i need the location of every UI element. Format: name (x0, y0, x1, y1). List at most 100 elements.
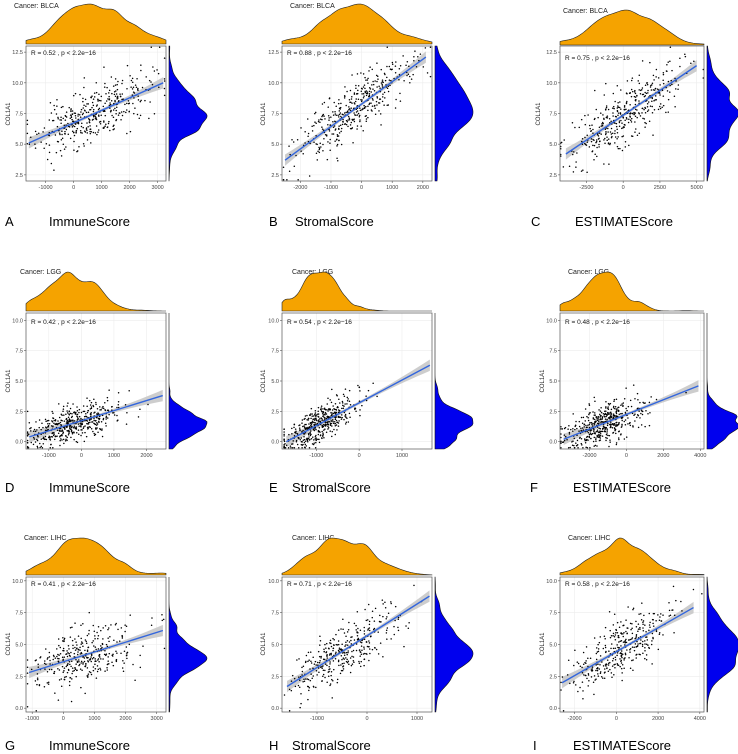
point-b (367, 95, 370, 98)
point-e (346, 400, 349, 402)
point-i (560, 681, 562, 684)
point-c (616, 132, 619, 134)
point-d (107, 417, 109, 419)
point-e (318, 430, 321, 433)
point-g (67, 651, 69, 654)
point-e (333, 428, 335, 431)
point-b (363, 95, 365, 97)
point-e (315, 428, 317, 431)
point-d (95, 427, 97, 429)
point-b (388, 65, 391, 68)
point-d (99, 428, 102, 431)
point-f (572, 427, 574, 430)
point-a (109, 107, 111, 109)
panel-letter-a: A (5, 214, 14, 229)
point-i (626, 649, 628, 651)
point-c (661, 106, 663, 109)
point-b (367, 105, 369, 107)
y-tick-label-a-2: 7.5 (15, 112, 23, 118)
point-g (86, 649, 89, 651)
point-i (608, 611, 611, 613)
point-d (86, 411, 89, 414)
point-i (597, 650, 600, 653)
point-e (322, 434, 324, 437)
point-g (94, 635, 96, 637)
point-b (322, 129, 325, 131)
point-h (397, 629, 400, 632)
point-a (114, 78, 117, 80)
point-c (563, 139, 565, 141)
grid-e (282, 313, 432, 449)
point-a (117, 80, 119, 83)
point-i (598, 641, 601, 644)
point-g (123, 662, 125, 664)
point-h (375, 648, 378, 651)
point-c (647, 101, 650, 103)
point-h (309, 679, 312, 682)
point-e (305, 445, 308, 447)
point-f (612, 405, 615, 408)
point-a (133, 97, 135, 99)
point-h (373, 620, 376, 622)
point-h (327, 675, 330, 677)
point-h (315, 686, 317, 689)
point-g (134, 679, 136, 682)
point-a (119, 112, 121, 114)
point-d (65, 438, 67, 440)
point-g (54, 657, 57, 659)
point-g (106, 663, 109, 666)
point-d (51, 420, 53, 422)
point-d (34, 441, 37, 443)
point-f (586, 415, 588, 418)
y-axis-label-e: COL1A1 (261, 369, 267, 393)
point-h (311, 677, 313, 680)
point-f (599, 437, 602, 439)
point-g (111, 661, 113, 664)
point-a (131, 88, 134, 90)
point-b (341, 123, 344, 126)
point-g (97, 637, 99, 640)
point-h (345, 635, 347, 637)
point-b (344, 123, 347, 125)
point-a (73, 134, 76, 137)
point-b (395, 98, 397, 101)
point-a (73, 140, 75, 143)
point-b (321, 103, 324, 105)
point-b (395, 61, 397, 63)
point-e (312, 443, 315, 446)
point-h (382, 615, 384, 618)
point-h (371, 616, 373, 619)
y-tick-label-d-3: 7.5 (15, 349, 23, 355)
point-c (643, 95, 646, 98)
point-h (353, 622, 356, 625)
x-caption-f: ESTIMATEScore (573, 480, 671, 495)
point-d (104, 402, 106, 404)
panel-i: Cancer: LIHC R = 0.58 , p < 2.2e−16 -200… (533, 535, 738, 753)
point-d (68, 413, 70, 415)
point-c (643, 108, 645, 111)
point-h (363, 664, 365, 667)
point-a (85, 127, 88, 129)
point-e (307, 417, 310, 420)
point-h (325, 647, 327, 649)
point-c (644, 121, 646, 124)
point-f (624, 424, 627, 426)
point-b (329, 124, 332, 126)
point-e (331, 430, 333, 433)
point-h (345, 660, 348, 663)
point-b (365, 115, 367, 117)
y-tick-label-h-4: 10.0 (268, 579, 279, 585)
point-e (343, 411, 346, 414)
point-f (634, 397, 636, 400)
point-c (636, 116, 638, 119)
panel-letter-e: E (269, 480, 278, 495)
point-d (59, 421, 62, 424)
point-b (368, 86, 371, 89)
point-b (391, 68, 393, 70)
point-i (680, 600, 682, 603)
point-a (145, 76, 147, 78)
point-i (629, 638, 632, 641)
point-i (604, 651, 607, 654)
point-c (615, 125, 618, 128)
point-e (319, 408, 322, 411)
